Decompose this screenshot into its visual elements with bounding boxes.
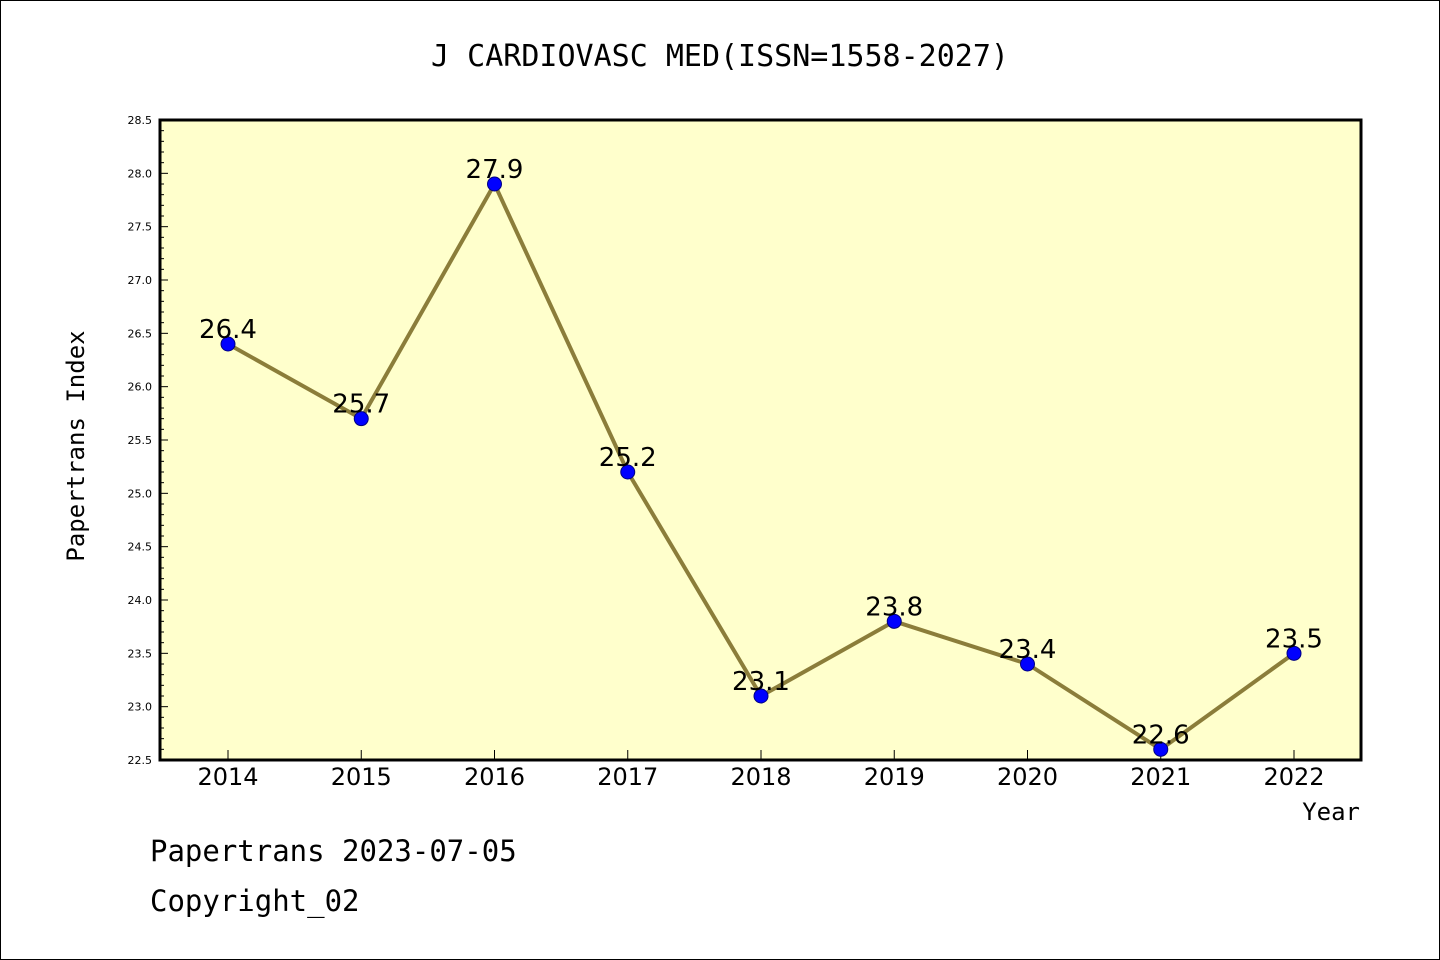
data-point-marker bbox=[487, 176, 502, 192]
data-point-label: 27.9 bbox=[466, 155, 524, 185]
y-tick-label: 24.5 bbox=[128, 541, 153, 554]
x-tick-label: 2016 bbox=[464, 763, 525, 791]
data-point-marker bbox=[753, 688, 769, 704]
data-point-label: 23.1 bbox=[732, 667, 790, 697]
data-point-label: 25.7 bbox=[332, 390, 390, 420]
plot-area bbox=[158, 118, 1363, 762]
chart-title: J CARDIOVASC MED(ISSN=1558-2027) bbox=[431, 39, 1009, 74]
data-point-label: 23.8 bbox=[865, 592, 923, 622]
x-tick-label: 2017 bbox=[597, 763, 658, 791]
series-markers bbox=[220, 176, 1302, 757]
y-tick-label: 23.5 bbox=[128, 647, 153, 660]
data-point-marker bbox=[620, 464, 636, 480]
x-tick-label: 2018 bbox=[730, 763, 791, 791]
x-tick-label: 2022 bbox=[1263, 763, 1324, 791]
y-tick-label: 27.0 bbox=[128, 274, 153, 287]
footer-copyright-text: Copyright_02 bbox=[150, 884, 360, 918]
data-point-label: 23.4 bbox=[999, 635, 1057, 665]
y-tick-label: 25.0 bbox=[128, 487, 153, 500]
data-point-label: 25.2 bbox=[599, 443, 657, 473]
y-tick-label: 28.0 bbox=[128, 167, 153, 180]
data-point-marker bbox=[886, 613, 902, 629]
y-axis-label: Papertrans Index bbox=[62, 330, 90, 561]
x-axis-label: Year bbox=[1302, 798, 1360, 826]
data-point-label: 23.5 bbox=[1265, 624, 1323, 654]
y-tick-label: 22.5 bbox=[128, 754, 153, 767]
data-labels: 26.4 25.7 27.9 25.2 23.1 23.8 23.4 22.6 23.5 bbox=[199, 155, 1323, 750]
x-tick-label: 2014 bbox=[197, 763, 258, 791]
data-point-marker bbox=[353, 411, 369, 427]
x-tick-label: 2021 bbox=[1130, 763, 1191, 791]
y-tick-label: 23.0 bbox=[128, 701, 153, 714]
y-tick-label: 28.5 bbox=[128, 114, 153, 127]
x-tick-label: 2019 bbox=[864, 763, 925, 791]
data-point-marker bbox=[1153, 741, 1169, 757]
data-point-marker bbox=[220, 336, 236, 352]
footer-date-text: Papertrans 2023-07-05 bbox=[150, 834, 517, 868]
data-point-marker bbox=[1020, 656, 1035, 672]
y-tick-label: 24.0 bbox=[128, 594, 153, 607]
y-tick-label: 25.5 bbox=[128, 434, 153, 447]
x-tick-label: 2020 bbox=[997, 763, 1058, 791]
y-tick-label: 27.5 bbox=[128, 221, 153, 234]
y-axis: 22.5 23.0 23.5 24.0 24.5 25.0 25.5 26.0 26.5 27.0… bbox=[128, 114, 168, 767]
data-point-marker bbox=[1286, 645, 1302, 661]
y-tick-label: 26.0 bbox=[128, 381, 153, 394]
x-axis: 2014 2015 2016 2017 2018 2019 2020 2021 2022 bbox=[197, 750, 1325, 791]
data-point-label: 26.4 bbox=[199, 315, 257, 345]
data-point-label: 22.6 bbox=[1132, 720, 1190, 750]
y-tick-label: 26.5 bbox=[128, 327, 153, 340]
x-tick-label: 2015 bbox=[331, 763, 392, 791]
